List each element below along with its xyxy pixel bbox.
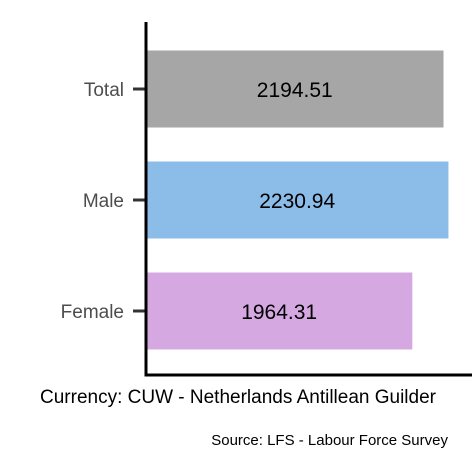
- category-labels: Total Male Female: [61, 80, 124, 323]
- bar-total: [146, 50, 444, 128]
- bar-male: [146, 161, 449, 239]
- category-label-female: Female: [61, 302, 124, 323]
- category-label-male: Male: [83, 191, 124, 212]
- value-label-total: 2194.51: [257, 79, 333, 102]
- value-label-male: 2230.94: [259, 190, 335, 213]
- source-caption: Source: LFS - Labour Force Survey: [211, 432, 448, 449]
- bar-female: [146, 272, 413, 350]
- value-label-female: 1964.31: [241, 301, 317, 324]
- y-ticks: [133, 87, 146, 313]
- bars: [146, 50, 449, 350]
- category-label-total: Total: [84, 80, 124, 101]
- x-axis-label: Currency: CUW - Netherlands Antillean Gu…: [40, 387, 437, 408]
- value-labels: 2194.51 2230.94 1964.31: [241, 79, 335, 324]
